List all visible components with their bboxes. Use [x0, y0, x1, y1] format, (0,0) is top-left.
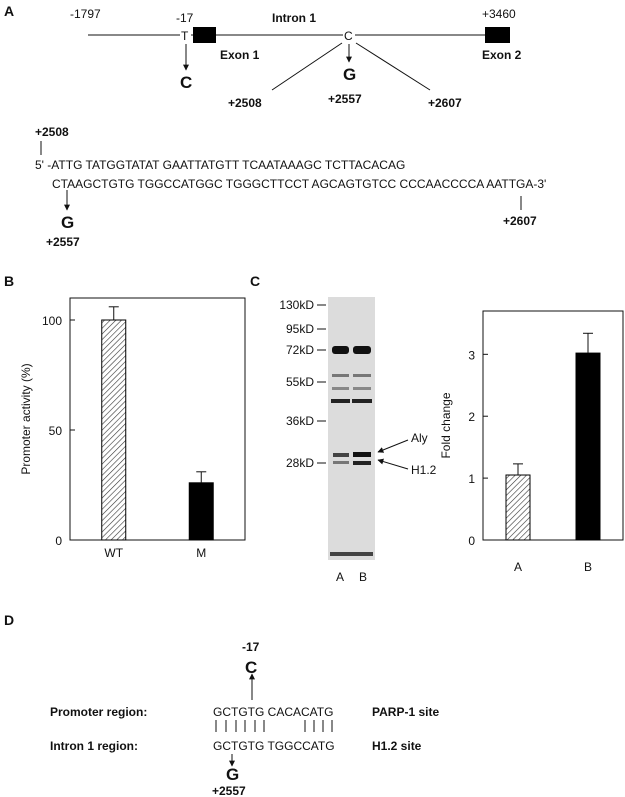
y-axis-label: Fold change: [439, 392, 453, 458]
sequence-marks: [40, 141, 522, 211]
mutant-base: G: [343, 65, 356, 84]
lane-label: A: [336, 570, 344, 584]
marker-label: 28kD: [286, 456, 314, 470]
x-tick-label: A: [514, 560, 522, 574]
position: +2508: [228, 96, 262, 110]
y-tick-label: 0: [55, 534, 62, 548]
lane-label: B: [359, 570, 367, 584]
plot-frame: [69, 297, 246, 541]
y-axis-label: Promoter activity (%): [19, 363, 33, 474]
row-label: Intron 1 region:: [50, 739, 138, 753]
site-label: H1.2 site: [372, 739, 422, 753]
band-label: Aly: [411, 431, 428, 445]
position: -1797: [70, 7, 101, 21]
y-tick-label: 3: [468, 348, 475, 362]
mutant-base: C: [180, 73, 192, 92]
position: +2557: [328, 92, 362, 106]
sequence-line: GCTGTG TGGCCATG: [213, 739, 335, 753]
mutant-base: G: [61, 213, 74, 232]
marker-label: 55kD: [286, 375, 314, 389]
y-tick-label: 50: [49, 424, 63, 438]
mutant-base: G: [226, 765, 239, 784]
panel-label: D: [4, 612, 14, 628]
gel-image: [317, 297, 409, 560]
x-tick-label: M: [196, 546, 206, 560]
panel-label: B: [4, 273, 14, 289]
panel-label: A: [4, 3, 14, 19]
x-tick-label: WT: [104, 546, 123, 560]
exon-label: Exon 1: [220, 48, 260, 62]
bar: [575, 352, 601, 541]
bar: [101, 319, 127, 541]
alignment-marks: [215, 673, 333, 767]
position: +3460: [482, 7, 516, 21]
bar: [505, 474, 531, 541]
marker-label: 36kD: [286, 414, 314, 428]
panel-label: C: [250, 273, 260, 289]
mutant-base: C: [245, 658, 257, 677]
y-tick-label: 2: [468, 410, 475, 424]
marker-label: 72kD: [286, 343, 314, 357]
x-tick-label: B: [584, 560, 592, 574]
row-label: Promoter region:: [50, 705, 147, 719]
position: +2508: [35, 125, 69, 139]
position: -17: [242, 640, 260, 654]
marker-label: 130kD: [279, 298, 314, 312]
sequence-line: 5' -ATTG TATGGTATAT GAATTATGTT TCAATAAAG…: [35, 158, 405, 172]
marker-label: 95kD: [286, 322, 314, 336]
y-tick-label: 1: [468, 472, 475, 486]
intron-label: Intron 1: [272, 11, 316, 25]
position: +2607: [503, 214, 537, 228]
bar: [188, 482, 214, 541]
base: C: [344, 29, 353, 43]
sequence-line: GCTGTG CACACATG: [213, 705, 333, 719]
plot-frame: [482, 310, 624, 541]
exon-label: Exon 2: [482, 48, 522, 62]
gene-diagram: [88, 27, 510, 91]
position: +2557: [46, 235, 80, 249]
y-tick-label: 100: [42, 314, 62, 328]
position: +2557: [212, 784, 246, 797]
sequence-line: CTAAGCTGTG TGGCCATGGC TGGGCTTCCT AGCAGTG…: [52, 177, 546, 191]
base: T: [181, 29, 189, 43]
position: -17: [176, 11, 194, 25]
position: +2607: [428, 96, 462, 110]
site-label: PARP-1 site: [372, 705, 439, 719]
band-label: H1.2: [411, 463, 437, 477]
y-tick-label: 0: [468, 534, 475, 548]
